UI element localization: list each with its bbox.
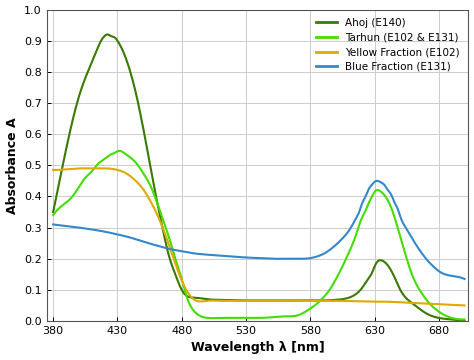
Tarhun (E102 & E131): [117, 149, 122, 153]
Ahoj (E140): [75, 96, 81, 100]
Tarhun (E102 & E131): [363, 208, 369, 212]
Line: Yellow Fraction (E102): Yellow Fraction (E102): [53, 168, 465, 305]
Blue Fraction (E131): [462, 277, 467, 281]
Legend: Ahoj (E140), Tarhun (E102 & E131), Yellow Fraction (E102), Blue Fraction (E131): Ahoj (E140), Tarhun (E102 & E131), Yello…: [313, 15, 463, 75]
Ahoj (E140): [301, 298, 306, 303]
Tarhun (E102 & E131): [405, 261, 411, 265]
Yellow Fraction (E102): [405, 301, 411, 305]
Y-axis label: Absorbance A: Absorbance A: [6, 117, 18, 213]
Tarhun (E102 & E131): [462, 317, 467, 321]
Yellow Fraction (E102): [462, 303, 467, 307]
Blue Fraction (E131): [374, 179, 380, 183]
Tarhun (E102 & E131): [290, 314, 295, 318]
Yellow Fraction (E102): [75, 166, 81, 171]
Ahoj (E140): [290, 298, 295, 303]
Tarhun (E102 & E131): [313, 302, 319, 307]
Yellow Fraction (E102): [301, 299, 306, 303]
Blue Fraction (E131): [405, 229, 411, 233]
Blue Fraction (E131): [362, 195, 368, 199]
Ahoj (E140): [363, 280, 369, 285]
Blue Fraction (E131): [50, 222, 56, 227]
Line: Ahoj (E140): Ahoj (E140): [53, 35, 465, 321]
Yellow Fraction (E102): [363, 300, 369, 304]
Tarhun (E102 & E131): [460, 317, 466, 321]
Yellow Fraction (E102): [290, 299, 295, 303]
Blue Fraction (E131): [312, 255, 318, 259]
X-axis label: Wavelength λ [nm]: Wavelength λ [nm]: [191, 341, 325, 355]
Yellow Fraction (E102): [313, 299, 319, 303]
Blue Fraction (E131): [75, 225, 81, 230]
Blue Fraction (E131): [300, 257, 306, 261]
Line: Blue Fraction (E131): Blue Fraction (E131): [53, 181, 465, 279]
Blue Fraction (E131): [289, 257, 295, 261]
Ahoj (E140): [104, 32, 110, 37]
Yellow Fraction (E102): [81, 166, 86, 171]
Yellow Fraction (E102): [50, 168, 56, 172]
Tarhun (E102 & E131): [75, 186, 81, 190]
Tarhun (E102 & E131): [50, 213, 56, 217]
Ahoj (E140): [405, 298, 411, 302]
Ahoj (E140): [50, 210, 56, 214]
Tarhun (E102 & E131): [301, 311, 306, 315]
Ahoj (E140): [462, 319, 467, 323]
Ahoj (E140): [313, 298, 319, 303]
Line: Tarhun (E102 & E131): Tarhun (E102 & E131): [53, 151, 465, 319]
